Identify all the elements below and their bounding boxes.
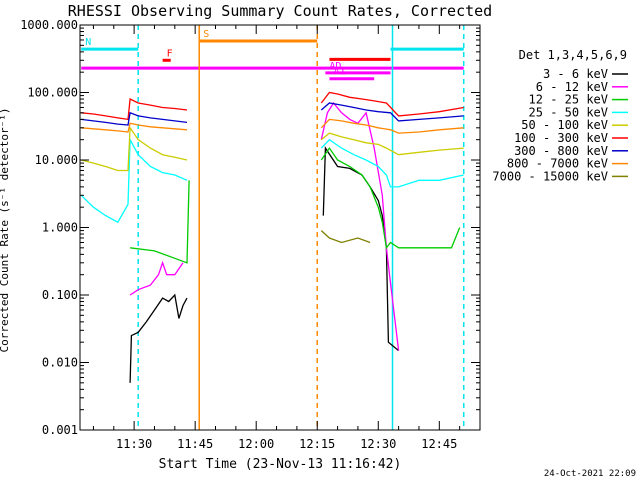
series-line bbox=[81, 98, 188, 121]
y-axis-label: Corrected Count Rate (s⁻¹ detector⁻¹) bbox=[0, 107, 11, 352]
series-line bbox=[81, 111, 188, 126]
series-line bbox=[130, 180, 190, 264]
plot-frame bbox=[79, 24, 481, 431]
x-tick-label: 12:45 bbox=[421, 437, 457, 451]
state-bar-label: AD bbox=[329, 61, 341, 72]
legend-title: Det 1,3,4,5,6,9 bbox=[519, 48, 627, 62]
x-tick-label: 12:15 bbox=[299, 437, 335, 451]
series-line bbox=[129, 260, 184, 296]
legend-label: 12 - 25 keV bbox=[529, 93, 608, 107]
x-axis-label: Start Time (23-Nov-13 11:16:42) bbox=[159, 457, 402, 472]
series-line bbox=[320, 101, 400, 351]
y-tick-label: 1.000 bbox=[42, 221, 78, 235]
state-bar-label: A1 bbox=[333, 67, 345, 78]
legend-label: 300 - 800 keV bbox=[514, 144, 608, 158]
y-tick-label: 10.000 bbox=[35, 153, 78, 167]
series-line bbox=[80, 137, 188, 224]
state-bar-label: N bbox=[85, 37, 91, 48]
legend-label: 7000 - 15000 keV bbox=[492, 169, 608, 183]
state-bar-label: S bbox=[203, 29, 209, 40]
legend-label: 50 - 100 keV bbox=[521, 118, 608, 132]
legend-label: 25 - 50 keV bbox=[529, 105, 608, 119]
vline-layer bbox=[137, 25, 465, 430]
x-tick-label: 11:30 bbox=[116, 437, 152, 451]
y-tick-label: 100.000 bbox=[27, 86, 78, 100]
x-tick-label: 12:30 bbox=[360, 437, 396, 451]
legend-label: 6 - 12 keV bbox=[536, 80, 608, 94]
legend-label: 100 - 300 keV bbox=[514, 131, 608, 145]
series-line bbox=[81, 122, 188, 133]
footer-timestamp: 24-Oct-2021 22:09 bbox=[544, 469, 636, 479]
x-tick-label: 11:45 bbox=[177, 437, 213, 451]
series-line bbox=[320, 230, 371, 244]
y-tick-label: 0.010 bbox=[42, 356, 78, 370]
state-bar-label: F bbox=[167, 48, 173, 59]
series-line bbox=[320, 146, 461, 250]
series-line bbox=[129, 293, 188, 383]
y-tick-label: 0.001 bbox=[42, 423, 78, 437]
legend-label: 3 - 6 keV bbox=[543, 67, 608, 81]
axes-layer: 1000.000 100.000 10.000 1.000 0.100 0.010 0.00… bbox=[20, 18, 481, 451]
series-line bbox=[320, 138, 464, 188]
series-line bbox=[320, 132, 464, 156]
chart-title: RHESSI Observing Summary Count Rates, Co… bbox=[68, 2, 492, 20]
legend-label: 800 - 7000 keV bbox=[507, 157, 608, 171]
y-tick-label: 0.100 bbox=[42, 288, 78, 302]
series-line bbox=[320, 91, 464, 117]
series-line bbox=[81, 125, 188, 172]
y-tick-label: 1000.000 bbox=[20, 18, 78, 32]
series-line bbox=[320, 102, 464, 122]
series-line bbox=[320, 118, 464, 134]
x-tick-label: 12:00 bbox=[238, 437, 274, 451]
series-layer bbox=[80, 91, 464, 383]
